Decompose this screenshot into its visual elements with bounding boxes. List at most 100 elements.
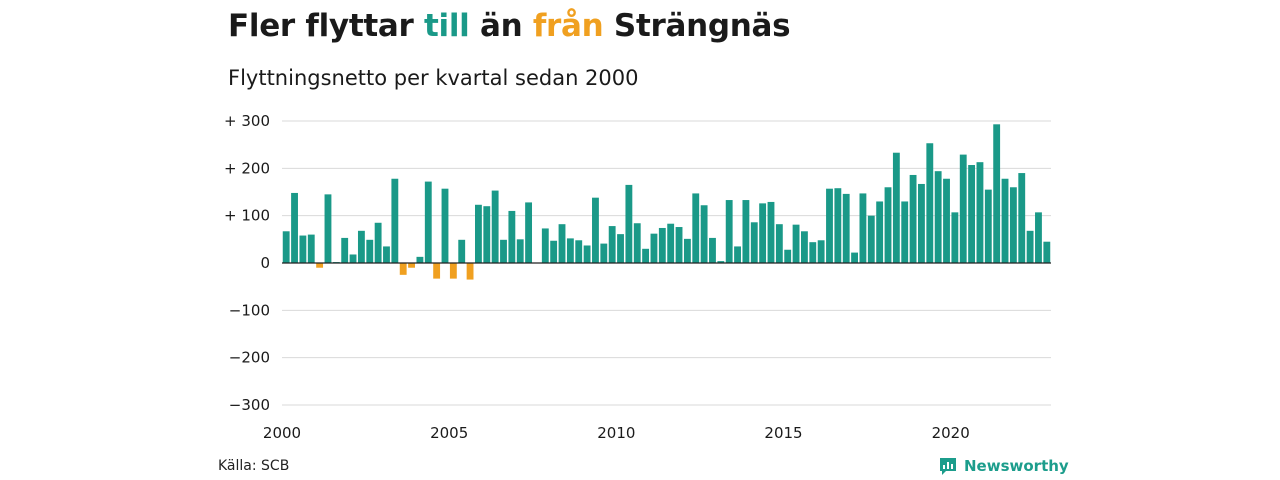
bar [951,212,959,263]
bar [516,239,524,263]
bar [734,246,741,263]
bar [901,201,909,263]
bar [750,222,758,263]
bar [709,237,716,263]
bar [792,224,800,263]
bar [592,197,599,263]
bar [357,230,365,263]
bar [1001,178,1009,263]
bar [366,239,374,263]
brand-logo: Newsworthy [938,456,1069,476]
y-tick-label: −100 [229,301,270,319]
bar [642,248,650,263]
bar [525,202,533,263]
bar [934,171,942,263]
bar [608,226,616,263]
bar [926,143,934,263]
bar [968,165,976,263]
bar [433,263,441,279]
bar [458,239,466,263]
bar [282,231,290,263]
bar [725,200,733,263]
x-tick-label: 2000 [263,424,301,442]
bar [583,245,591,263]
bar [784,249,792,263]
bar [475,204,482,263]
chart-subtitle: Flyttningsnetto per kvartal sedan 2000 [228,66,639,90]
y-tick-label: + 100 [224,207,270,225]
bar [399,263,407,275]
bar [667,223,675,263]
bar [316,263,324,268]
bar [800,231,808,263]
bar [424,181,432,263]
bar [984,189,992,263]
bar [416,256,424,263]
source-label: Källa: SCB [218,458,290,474]
bar [617,234,624,263]
bar [884,187,892,263]
bar [826,188,833,263]
bar [1026,230,1034,263]
bar [299,235,307,263]
bar [483,206,491,263]
bar [717,261,725,263]
bar [349,254,357,263]
y-tick-label: −200 [229,349,270,367]
bar [541,228,549,263]
bar [408,263,415,268]
bar [892,152,900,263]
bar [959,154,967,263]
bar [742,200,750,263]
bar [449,263,457,279]
bar [851,252,858,263]
bar [1043,241,1051,263]
bar [700,205,708,263]
bar [842,193,850,263]
bar [550,240,558,263]
y-tick-label: + 200 [224,159,270,177]
bar [575,240,583,263]
bar [391,178,399,263]
bar [491,190,499,263]
bar [976,162,984,263]
bar [566,238,574,263]
title-part-till: till [423,8,470,44]
bar [876,201,884,263]
x-tick-label: 2005 [430,424,468,442]
bar [809,242,817,263]
bar [775,224,783,263]
x-tick-label: 2010 [597,424,635,442]
x-tick-label: 2020 [932,424,970,442]
bar [558,224,566,263]
bar [324,194,332,263]
bar [600,243,608,263]
bar [650,233,658,263]
y-tick-label: 0 [260,254,270,272]
chart-title: Fler flyttar till än från Strängnäs [228,8,791,44]
bar [993,124,1001,264]
bar [867,215,875,263]
bar [1009,187,1017,263]
bar [307,234,315,263]
newsworthy-logo-icon [940,458,956,475]
bar [918,183,925,263]
bar [767,201,775,263]
bar [341,237,349,263]
bar [625,184,633,263]
bar [466,263,474,280]
bar [943,178,950,263]
bar [500,239,507,263]
bar [759,203,767,263]
bar [834,188,842,263]
bar [633,223,641,263]
bar [859,193,867,263]
bar [675,227,683,263]
bar [909,174,917,263]
y-tick-label: −300 [229,396,270,414]
bar [817,240,825,263]
title-part-fran: från [532,8,604,44]
brand-name: Newsworthy [964,457,1069,475]
bar [1018,173,1026,263]
